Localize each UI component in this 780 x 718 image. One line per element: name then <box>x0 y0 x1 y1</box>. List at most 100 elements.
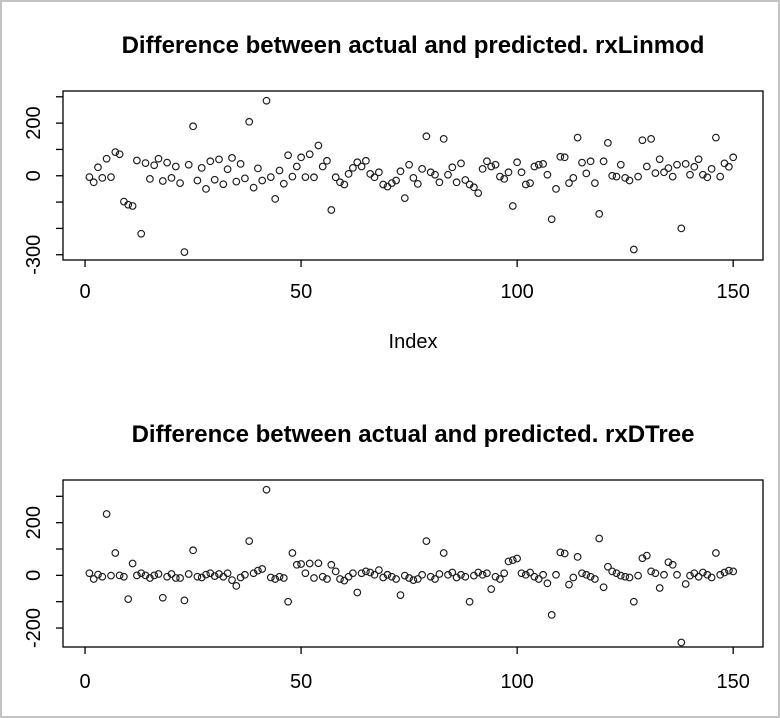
data-point <box>167 174 176 182</box>
data-point <box>163 158 171 167</box>
data-point <box>556 548 565 557</box>
data-point <box>271 575 280 583</box>
data-point <box>461 572 470 581</box>
data-point <box>409 174 418 182</box>
data-point <box>279 179 288 188</box>
data-point <box>413 575 422 583</box>
data-point <box>504 557 513 566</box>
data-point <box>189 122 197 131</box>
data-point <box>189 546 197 555</box>
data-point <box>565 580 573 589</box>
data-point <box>292 162 301 171</box>
rxlinmod-x-axis-label: Index <box>388 331 438 353</box>
data-point <box>712 133 720 142</box>
data-point <box>547 611 556 619</box>
data-point <box>673 570 681 579</box>
data-point <box>331 567 340 576</box>
data-point <box>526 568 534 577</box>
data-point <box>180 596 189 605</box>
x-axis-tick-label: 50 <box>290 281 312 303</box>
data-point <box>539 160 547 168</box>
data-point <box>508 202 517 210</box>
y-axis-tick-label: 0 <box>23 570 45 581</box>
data-point <box>725 162 733 171</box>
data-point <box>232 177 241 186</box>
data-point <box>677 638 686 647</box>
data-point <box>513 554 521 563</box>
data-point <box>353 158 362 167</box>
data-point <box>422 132 431 141</box>
data-point <box>496 172 504 181</box>
data-point <box>599 157 608 166</box>
data-point <box>647 567 655 576</box>
data-point <box>262 96 271 105</box>
data-point <box>379 180 388 189</box>
data-point <box>435 178 444 187</box>
data-point <box>349 164 357 172</box>
data-point <box>158 593 167 602</box>
data-point <box>102 510 111 518</box>
data-point <box>586 157 595 166</box>
data-point <box>431 575 439 583</box>
data-point <box>707 573 716 582</box>
data-point <box>539 570 547 579</box>
data-point <box>668 172 677 181</box>
x-axis-tick-label: 150 <box>716 281 749 303</box>
data-point <box>223 569 232 578</box>
data-point <box>439 135 448 143</box>
data-point <box>154 154 163 163</box>
plot-box <box>62 479 764 648</box>
data-point <box>206 157 215 166</box>
data-point <box>128 202 137 210</box>
data-point <box>301 569 310 578</box>
data-point <box>85 173 94 181</box>
data-point <box>543 579 552 588</box>
data-point <box>426 572 435 581</box>
data-point <box>284 597 292 606</box>
data-point <box>478 165 487 173</box>
data-point <box>193 176 202 185</box>
data-point <box>655 155 664 164</box>
data-point <box>210 175 219 184</box>
data-point <box>310 173 318 182</box>
data-point <box>89 575 98 583</box>
data-point <box>245 117 254 126</box>
data-point <box>703 173 712 182</box>
data-point <box>249 183 258 192</box>
data-point <box>405 574 413 582</box>
data-point <box>616 571 625 580</box>
data-point <box>111 148 120 156</box>
data-point <box>396 591 405 599</box>
data-point <box>387 179 396 187</box>
data-point <box>612 172 621 181</box>
data-point <box>517 168 526 177</box>
data-point <box>288 549 297 557</box>
data-point <box>729 567 738 576</box>
data-point <box>534 160 543 169</box>
data-point <box>491 160 500 169</box>
data-point <box>642 551 651 560</box>
data-point <box>487 585 496 593</box>
data-point <box>595 210 604 218</box>
data-point <box>297 153 305 162</box>
data-point <box>370 570 379 579</box>
x-axis-tick-label: 150 <box>716 671 749 693</box>
data-point <box>530 162 539 171</box>
data-point <box>552 570 560 579</box>
data-point <box>638 136 647 145</box>
data-point <box>716 172 725 181</box>
data-point <box>530 572 539 581</box>
data-point <box>457 570 465 579</box>
data-point <box>223 165 232 174</box>
data-point <box>219 180 228 189</box>
data-point <box>323 575 331 583</box>
data-point <box>608 171 617 180</box>
data-point <box>275 572 284 581</box>
data-point <box>591 179 599 187</box>
data-point <box>305 559 314 568</box>
data-point <box>578 569 586 578</box>
data-point <box>470 183 478 192</box>
data-point <box>720 568 729 577</box>
